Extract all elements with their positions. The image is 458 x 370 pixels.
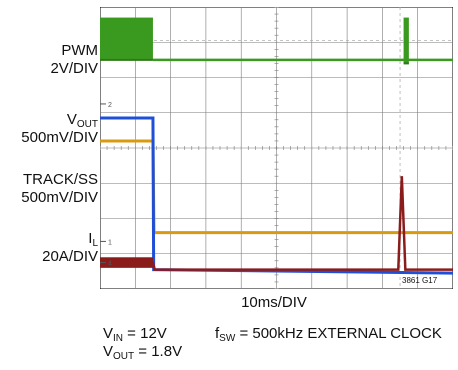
vout-condition: VOUT = 1.8V [103, 343, 182, 365]
vin-sub: IN [113, 333, 124, 344]
marker-label-ch1: 1 [108, 239, 112, 246]
plot-grid [100, 7, 453, 289]
vin-value: = 12V [123, 325, 167, 342]
pwm-label: PWM [61, 42, 98, 59]
fsw-value: = 500kHz EXTERNAL CLOCK [235, 325, 442, 342]
vout-label-main: V [66, 111, 77, 128]
channel-markers: 2 1 4 [100, 102, 112, 268]
fsw-condition: fSW = 500kHz EXTERNAL CLOCK [215, 325, 442, 347]
pwm-switching-band [100, 17, 153, 60]
vout2-main: V [103, 343, 114, 360]
il-trace [100, 176, 453, 271]
plot-traces [100, 17, 453, 275]
time-div-label: 10ms/DIV [241, 294, 307, 311]
vout-label-sub: OUT [76, 119, 98, 130]
figure-id: 3861 G17 [402, 276, 438, 285]
il-label: IL [88, 230, 98, 252]
vout2-sub: OUT [113, 351, 135, 362]
pwm-scale-label: 2V/DIV [50, 60, 98, 77]
marker-label-ch4: 4 [108, 261, 112, 268]
pwm-switching-band [403, 17, 409, 64]
fsw-main: f [215, 325, 220, 342]
vout-scale-label: 500mV/DIV [21, 129, 98, 146]
vin-condition: VIN = 12V [103, 325, 167, 347]
vout-label: VOUT [67, 111, 98, 133]
il-scale-label: 20A/DIV [42, 248, 98, 265]
marker-label-ch2: 2 [108, 102, 112, 109]
scope-plot: 2 1 4 [100, 7, 453, 289]
fsw-sub: SW [219, 333, 236, 344]
track-label: TRACK/SS [22, 171, 98, 188]
il-label-main: I [88, 230, 93, 247]
il-label-sub: L [92, 238, 98, 249]
track-scale-label: 500mV/DIV [21, 189, 98, 206]
vout-trace [100, 116, 453, 275]
vin-main: V [103, 325, 114, 342]
vout2-value: = 1.8V [134, 343, 183, 360]
